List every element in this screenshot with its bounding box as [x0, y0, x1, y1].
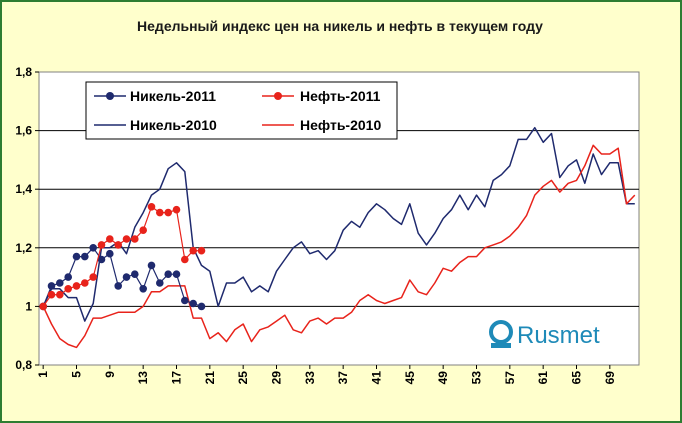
data-point-nickel-2011 [172, 270, 181, 279]
data-point-oil-2011 [122, 235, 131, 243]
x-tick-label: 29 [270, 371, 284, 385]
legend-box [85, 81, 398, 140]
rusmet-logo-icon [489, 320, 513, 348]
data-point-nickel-2011 [47, 282, 56, 290]
data-point-nickel-2011 [164, 270, 172, 279]
data-point-oil-2011 [72, 282, 81, 290]
data-point-nickel-2011 [89, 244, 97, 252]
data-point-oil-2011 [97, 241, 106, 249]
legend-label-nickel-2011: Никель-2011 [130, 88, 216, 104]
data-point-nickel-2011 [139, 285, 147, 293]
data-point-oil-2011 [114, 241, 122, 249]
data-point-nickel-2011 [64, 273, 72, 281]
y-tick-label: 1 [25, 299, 32, 313]
legend-entry-nickel-2011: Никель-2011 [94, 88, 216, 104]
x-tick-label: 13 [136, 371, 150, 385]
data-point-nickel-2011 [72, 252, 81, 261]
x-tick-label: 45 [403, 371, 417, 385]
data-point-nickel-2011 [97, 255, 106, 264]
legend-marker-nickel-2011 [106, 92, 114, 100]
x-tick-label: 25 [236, 371, 250, 385]
data-point-nickel-2011 [106, 249, 114, 258]
x-tick-label: 21 [203, 371, 217, 385]
legend-entry-oil-2010: Нефть-2010 [262, 117, 381, 133]
x-tick-label: 61 [536, 371, 550, 385]
legend-label-nickel-2010: Никель-2010 [130, 117, 217, 133]
legend-entry-oil-2011: Нефть-2011 [262, 88, 381, 104]
y-tick-label: 1,2 [15, 241, 32, 255]
data-point-oil-2011 [89, 273, 97, 281]
data-point-oil-2011 [39, 302, 47, 311]
legend-label-oil-2010: Нефть-2010 [300, 117, 381, 133]
x-tick-label: 53 [470, 371, 484, 385]
data-point-oil-2011 [47, 290, 56, 299]
data-point-nickel-2011 [114, 282, 122, 290]
x-tick-label: 65 [570, 371, 584, 385]
series-line-nickel-2010 [42, 126, 635, 322]
rusmet-logo: Rusmet [489, 320, 600, 349]
y-tick-label: 1,6 [15, 124, 32, 138]
legend: Никель-2011 Нефть-2011 Никель-2010 Нефть… [85, 81, 398, 140]
x-tick-label: 49 [436, 371, 450, 385]
data-point-nickel-2011 [131, 270, 139, 279]
data-point-oil-2011 [189, 246, 197, 255]
logo-text: Rusmet [517, 322, 600, 349]
data-point-nickel-2011 [181, 296, 189, 305]
data-point-oil-2011 [81, 279, 89, 287]
data-point-oil-2011 [56, 290, 64, 299]
data-point-oil-2011 [139, 226, 147, 234]
y-tick-label: 1,4 [15, 182, 32, 196]
data-point-nickel-2011 [122, 273, 131, 281]
data-point-oil-2011 [64, 285, 72, 293]
legend-marker-oil-2011 [274, 92, 282, 100]
data-point-nickel-2011 [147, 261, 156, 270]
data-point-nickel-2011 [56, 279, 64, 287]
x-tick-label: 17 [170, 371, 184, 385]
data-point-oil-2011 [131, 235, 139, 243]
x-tick-label: 57 [503, 371, 517, 385]
x-tick-label: 69 [603, 371, 617, 385]
x-axis-ticks: 1 5 9 13 17 21 25 29 33 37 41 45 49 53 57 61 65 69 [36, 365, 617, 384]
data-point-oil-2011 [172, 205, 181, 214]
y-axis-ticks: 0,8 1 1,2 1,4 1,6 1,8 [15, 65, 39, 372]
chart-title: Недельный индекс цен на никель и нефть в… [137, 18, 543, 34]
x-tick-label: 9 [103, 371, 117, 378]
data-point-nickel-2011 [189, 299, 197, 308]
x-tick-label: 37 [336, 371, 350, 385]
x-tick-label: 41 [370, 371, 384, 385]
y-tick-label: 0,8 [15, 358, 32, 372]
y-tick-label: 1,8 [15, 65, 32, 79]
data-point-nickel-2011 [197, 302, 206, 311]
series-line-oil-2010 [42, 144, 636, 349]
x-tick-label: 33 [303, 371, 317, 385]
data-point-nickel-2011 [81, 252, 89, 261]
data-point-oil-2011 [106, 235, 114, 243]
legend-label-oil-2011: Нефть-2011 [300, 88, 381, 104]
data-point-oil-2011 [164, 208, 172, 217]
data-point-oil-2011 [197, 246, 206, 255]
data-point-oil-2011 [181, 255, 189, 264]
data-point-oil-2011 [156, 208, 164, 217]
x-tick-label: 1 [36, 371, 50, 378]
data-point-oil-2011 [147, 203, 156, 211]
legend-entry-nickel-2010: Никель-2010 [94, 117, 217, 133]
data-point-nickel-2011 [156, 279, 164, 287]
x-tick-label: 5 [70, 371, 84, 378]
series-layer [39, 126, 636, 349]
